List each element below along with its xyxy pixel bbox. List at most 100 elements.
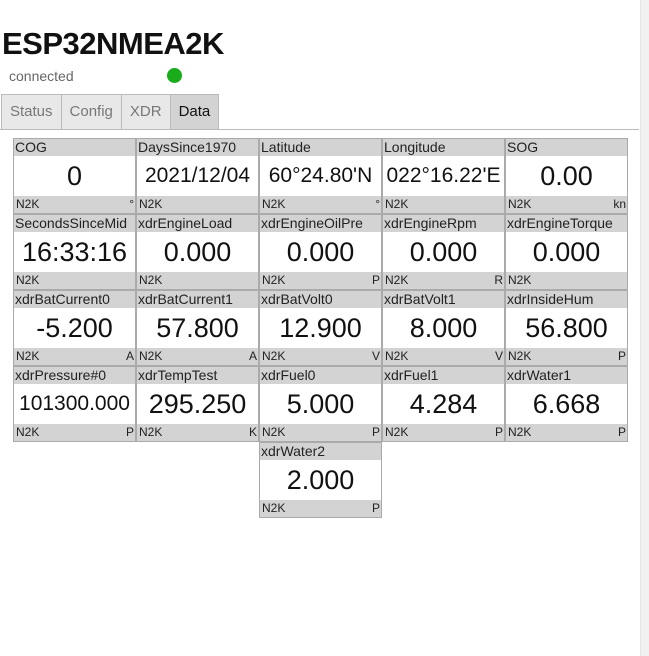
cell-source: N2K bbox=[262, 273, 286, 287]
data-cell: xdrBatCurrent0 -5.200 N2K A bbox=[13, 290, 136, 366]
cell-value: 022°16.22'E bbox=[386, 164, 501, 187]
data-cell: xdrFuel1 4.284 N2K P bbox=[382, 366, 505, 442]
cell-unit: V bbox=[494, 349, 503, 363]
cell-source: N2K bbox=[139, 273, 163, 287]
cell-footer: N2K bbox=[14, 272, 135, 289]
cell-source: N2K bbox=[385, 425, 409, 439]
cell-footer: N2K bbox=[383, 196, 504, 213]
cell-source: N2K bbox=[139, 197, 163, 211]
cell-footer: N2K bbox=[506, 272, 627, 289]
cell-name: xdrEngineTorque bbox=[506, 215, 627, 232]
cell-value: -5.200 bbox=[36, 312, 113, 343]
cell-source: N2K bbox=[385, 349, 409, 363]
cell-value: 0.000 bbox=[163, 236, 232, 267]
cell-unit: P bbox=[371, 425, 380, 439]
data-cell: xdrInsideHum 56.800 N2K P bbox=[505, 290, 628, 366]
cell-source: N2K bbox=[262, 349, 286, 363]
cell-value: 295.250 bbox=[148, 388, 247, 419]
cell-value: 8.000 bbox=[409, 312, 478, 343]
data-cell: xdrEngineOilPre 0.000 N2K P bbox=[259, 214, 382, 290]
cell-name: Longitude bbox=[383, 139, 504, 156]
cell-unit: kn bbox=[613, 197, 626, 211]
tab-status[interactable]: Status bbox=[1, 94, 61, 130]
cell-value: 0.00 bbox=[540, 160, 593, 191]
tab-xdr[interactable]: XDR bbox=[120, 94, 170, 130]
cell-source: N2K bbox=[508, 425, 532, 439]
cell-name: DaysSince1970 bbox=[137, 139, 258, 156]
cell-value: 2021/12/04 bbox=[144, 164, 251, 187]
tab-data[interactable]: Data bbox=[169, 94, 220, 130]
cell-value: 12.900 bbox=[279, 312, 362, 343]
data-cell: xdrWater2 2.000 N2K P bbox=[259, 442, 382, 518]
cell-name: xdrPressure#0 bbox=[14, 367, 135, 384]
cell-footer: N2K R bbox=[383, 272, 504, 289]
cell-value: 16:33:16 bbox=[21, 236, 128, 267]
cell-source: N2K bbox=[385, 197, 409, 211]
cell-footer: N2K P bbox=[383, 424, 504, 441]
cell-footer: N2K bbox=[137, 196, 258, 213]
cell-value: 0.000 bbox=[532, 236, 601, 267]
scrollbar[interactable] bbox=[640, 0, 649, 656]
cell-source: N2K bbox=[139, 425, 163, 439]
cell-source: N2K bbox=[139, 349, 163, 363]
cell-value: 57.800 bbox=[156, 312, 239, 343]
data-cell: COG 0 N2K ° bbox=[13, 138, 136, 214]
data-cell: xdrEngineRpm 0.000 N2K R bbox=[382, 214, 505, 290]
cell-name: xdrFuel1 bbox=[383, 367, 504, 384]
cell-value: 2.000 bbox=[286, 464, 355, 495]
cell-footer: N2K K bbox=[137, 424, 258, 441]
cell-footer: N2K V bbox=[383, 348, 504, 365]
cell-source: N2K bbox=[262, 197, 286, 211]
data-cell: xdrEngineLoad 0.000 N2K bbox=[136, 214, 259, 290]
data-cell: xdrBatCurrent1 57.800 N2K A bbox=[136, 290, 259, 366]
cell-unit: ° bbox=[129, 197, 134, 211]
cell-name: SecondsSinceMid bbox=[14, 215, 135, 232]
cell-name: xdrBatCurrent0 bbox=[14, 291, 135, 308]
cell-footer: N2K V bbox=[260, 348, 381, 365]
cell-value: 0.000 bbox=[286, 236, 355, 267]
cell-unit: P bbox=[494, 425, 503, 439]
cell-source: N2K bbox=[16, 273, 40, 287]
cell-footer: N2K A bbox=[137, 348, 258, 365]
cell-name: COG bbox=[14, 139, 135, 156]
cell-value: 101300.000 bbox=[19, 392, 130, 415]
cell-value: 0.000 bbox=[409, 236, 478, 267]
data-cell: xdrEngineTorque 0.000 N2K bbox=[505, 214, 628, 290]
cell-source: N2K bbox=[16, 425, 40, 439]
cell-value: 5.000 bbox=[286, 388, 355, 419]
cell-footer: N2K P bbox=[506, 424, 627, 441]
data-cell: xdrBatVolt0 12.900 N2K V bbox=[259, 290, 382, 366]
cell-unit: P bbox=[617, 425, 626, 439]
cell-value: 60°24.80'N bbox=[268, 164, 373, 187]
data-grid: COG 0 N2K ° DaysSince1970 2021/12/04 N2K… bbox=[13, 138, 628, 518]
cell-unit: P bbox=[617, 349, 626, 363]
cell-name: xdrEngineRpm bbox=[383, 215, 504, 232]
cell-name: xdrTempTest bbox=[137, 367, 258, 384]
tab-divider bbox=[0, 129, 639, 130]
cell-source: N2K bbox=[508, 273, 532, 287]
tab-config[interactable]: Config bbox=[60, 94, 121, 130]
data-cell: SecondsSinceMid 16:33:16 N2K bbox=[13, 214, 136, 290]
data-cell: xdrPressure#0 101300.000 N2K P bbox=[13, 366, 136, 442]
cell-name: xdrBatVolt1 bbox=[383, 291, 504, 308]
cell-footer: N2K P bbox=[260, 272, 381, 289]
cell-unit: R bbox=[494, 273, 503, 287]
cell-source: N2K bbox=[508, 197, 532, 211]
data-cell: Longitude 022°16.22'E N2K bbox=[382, 138, 505, 214]
cell-unit: P bbox=[371, 501, 380, 515]
cell-unit: A bbox=[125, 349, 134, 363]
cell-source: N2K bbox=[508, 349, 532, 363]
cell-value: 56.800 bbox=[525, 312, 608, 343]
connection-indicator-icon bbox=[167, 68, 182, 83]
cell-footer: N2K bbox=[137, 272, 258, 289]
cell-source: N2K bbox=[16, 349, 40, 363]
data-cell: xdrWater1 6.668 N2K P bbox=[505, 366, 628, 442]
tab-bar: Status Config XDR Data bbox=[1, 94, 220, 130]
cell-source: N2K bbox=[16, 197, 40, 211]
cell-value: 0 bbox=[66, 160, 83, 191]
data-cell: SOG 0.00 N2K kn bbox=[505, 138, 628, 214]
cell-footer: N2K kn bbox=[506, 196, 627, 213]
cell-footer: N2K P bbox=[14, 424, 135, 441]
cell-name: xdrInsideHum bbox=[506, 291, 627, 308]
cell-unit: ° bbox=[375, 197, 380, 211]
